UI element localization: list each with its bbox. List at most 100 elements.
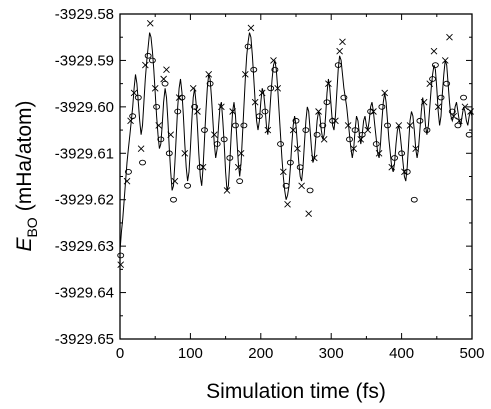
circle-marker [232,122,239,129]
x-tick-label: 500 [459,345,484,362]
x-tick-label: 400 [389,345,414,362]
circle-marker [282,182,290,189]
cross-marker [305,210,312,217]
cross-marker [375,149,383,157]
circle-marker [255,113,263,119]
cross-marker [364,126,372,134]
cross-marker [274,84,282,92]
circle-marker [443,80,451,87]
cross-marker [163,66,170,74]
circle-marker [157,136,165,143]
circle-marker [174,108,182,115]
cross-marker [270,57,277,64]
cross-marker [167,131,175,139]
circle-marker [319,122,327,129]
cross-marker [441,57,449,64]
y-tick-label: -3929.65 [55,331,114,348]
circle-marker [296,164,304,171]
circle-marker [286,159,294,166]
circle-marker [340,94,348,101]
cross-marker [146,19,154,27]
circle-marker [240,122,248,129]
y-axis-units: (mHa/atom) [13,100,36,211]
cross-marker [151,84,159,92]
circle-marker [124,169,132,175]
circle-marker [267,85,275,92]
cross-marker [130,89,138,97]
cross-marker [395,122,403,129]
circle-marker [139,159,146,166]
cross-marker [446,33,453,41]
circle-marker [403,169,411,175]
cross-marker [234,163,242,171]
circle-marker [184,182,192,189]
circle-marker [302,127,310,133]
circle-marker [206,80,214,87]
y-axis-symbol: E [13,237,36,252]
cross-marker [325,80,332,87]
cross-marker [294,145,301,152]
circle-marker [465,131,473,138]
circle-marker [351,127,359,133]
cross-marker [381,89,389,97]
y-axis-title: EBO (mHa/atom) [13,100,40,251]
cross-marker [434,103,442,111]
cross-marker [315,108,322,115]
plot-frame [119,13,473,340]
cross-marker [142,61,149,69]
cross-marker [280,168,287,176]
axis-ticks [119,13,473,340]
circle-marker [191,104,199,110]
cross-marker [406,122,414,129]
circle-marker-series [117,43,473,259]
x-tick-label: 200 [248,345,273,362]
cross-marker [181,149,189,157]
y-tick-label: -3929.63 [55,238,114,255]
circle-marker [220,136,228,143]
circle-marker [250,66,258,73]
circle-marker [277,141,284,147]
circle-marker [129,113,137,119]
tick-labels: 0 100 200 300 400 500 -3929.58 -3929.59 -3929.60… [55,6,485,362]
circle-marker [165,150,173,157]
x-tick-label: 100 [178,345,203,362]
cross-marker [412,145,419,152]
circle-marker [292,117,300,124]
x-tick-label: 0 [116,345,124,362]
circle-marker [226,155,234,161]
cross-marker [336,47,343,55]
circle-marker [271,66,279,73]
cross-marker [344,122,352,129]
circle-marker [329,117,337,124]
cross-marker [298,182,305,190]
cross-marker [461,103,469,111]
circle-marker [391,155,399,161]
x-tick-label: 300 [319,345,344,362]
circle-marker [244,43,252,50]
circle-marker [448,108,456,115]
cross-marker [189,84,197,92]
circle-marker [398,150,406,157]
cross-marker [229,108,236,115]
circle-marker [170,196,177,203]
circle-marker [144,52,152,59]
cross-marker [289,126,297,134]
energy-line-series [119,32,473,251]
circle-marker [423,127,431,133]
circle-marker [372,141,380,147]
cross-marker [223,187,231,194]
cross-marker [339,38,346,46]
circle-marker [384,122,391,129]
circle-marker [306,187,314,194]
cross-marker [264,126,272,134]
cross-marker [388,163,396,171]
circle-marker [117,252,125,259]
circle-marker [416,117,424,124]
circle-marker [148,57,156,64]
circle-marker [153,104,161,110]
circle-marker [429,76,437,82]
x-axis-title: Simulation time (fs) [206,380,386,403]
circle-marker [178,94,186,101]
cross-marker [430,47,438,55]
